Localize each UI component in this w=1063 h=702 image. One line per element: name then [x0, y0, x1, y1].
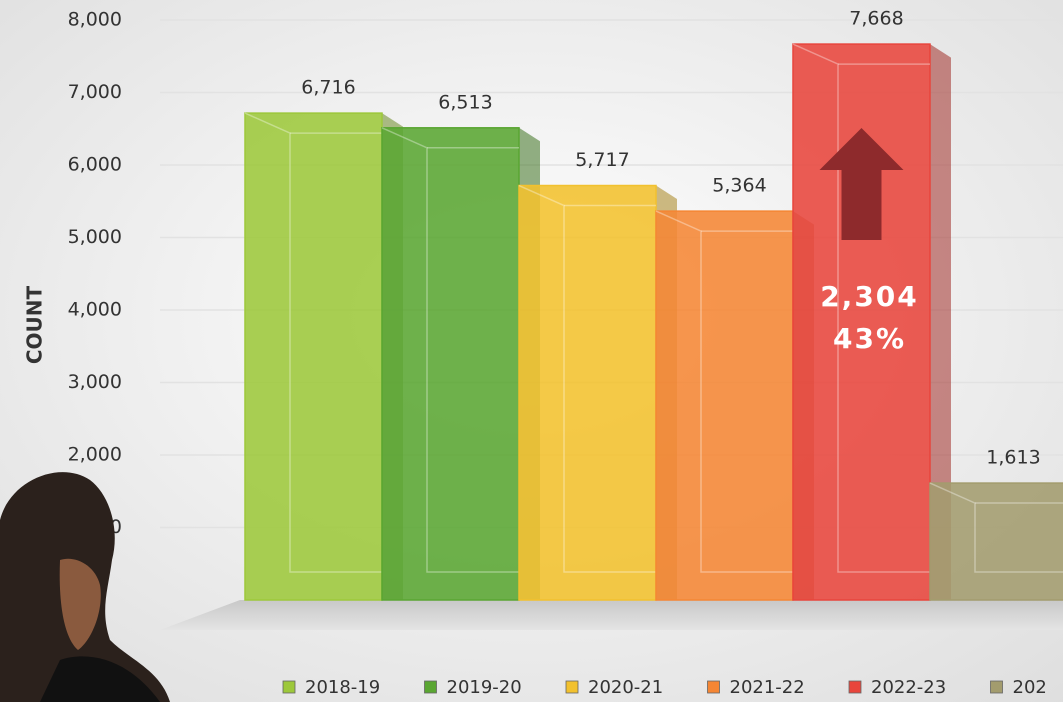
legend-label: 2019-20	[447, 677, 522, 698]
data-label: 6,716	[301, 77, 355, 99]
data-label: 1,613	[986, 447, 1040, 469]
labels: 1,0002,0003,0004,0005,0006,0007,0008,000…	[68, 8, 1041, 538]
bar-group	[655, 210, 814, 601]
legend-label: 2021-22	[730, 677, 805, 698]
y-tick-label: 8,000	[68, 9, 122, 31]
data-label: 6,513	[438, 91, 492, 113]
legend-swatch	[990, 680, 1003, 694]
y-tick-label: 4,000	[68, 299, 122, 321]
bar-group	[244, 112, 403, 601]
y-tick-label: 7,000	[68, 81, 122, 103]
person-photo	[0, 472, 170, 702]
bar	[244, 112, 383, 601]
annotation: 43%	[833, 322, 906, 355]
bar-inner-edge	[655, 210, 793, 573]
bar	[381, 127, 520, 601]
bar-group	[518, 184, 677, 601]
bar-inner-edge	[518, 184, 656, 573]
bar	[929, 482, 1063, 601]
legend-swatch	[707, 680, 720, 694]
y-tick-label: 6,000	[68, 154, 122, 176]
legend-label: 2020-21	[588, 677, 663, 698]
legend-swatch	[424, 680, 437, 694]
bars	[244, 43, 1063, 601]
legend-swatch	[282, 680, 296, 694]
bar-group	[381, 127, 540, 601]
legend-swatch	[848, 680, 862, 694]
legend-label: 202	[1013, 677, 1047, 698]
up-arrow	[819, 128, 904, 240]
data-label: 5,364	[712, 175, 766, 197]
legend-swatch	[565, 680, 579, 694]
bar-inner-edge	[381, 127, 519, 573]
bar-inner-edge	[929, 482, 1063, 573]
data-label: 5,717	[575, 149, 629, 171]
bar-inner-edge	[244, 112, 382, 573]
y-axis-label: COUNT	[23, 285, 47, 364]
y-tick-label: 5,000	[68, 226, 122, 248]
legend: 2018-19 2019-20 2020-21 2021-22 2022-23 202	[282, 677, 1047, 698]
bar-group	[929, 482, 1063, 601]
data-label: 7,668	[849, 8, 903, 30]
bar-side	[930, 44, 951, 600]
bar	[655, 210, 794, 601]
bar	[518, 184, 657, 601]
legend-label: 2022-23	[871, 677, 946, 698]
y-tick-label: 3,000	[68, 371, 122, 393]
y-tick-label: 2,000	[68, 444, 122, 466]
legend-label: 2018-19	[305, 677, 380, 698]
annotation: 2,304	[820, 280, 919, 313]
bar-inner-edge	[792, 43, 930, 573]
floor	[160, 600, 1063, 630]
